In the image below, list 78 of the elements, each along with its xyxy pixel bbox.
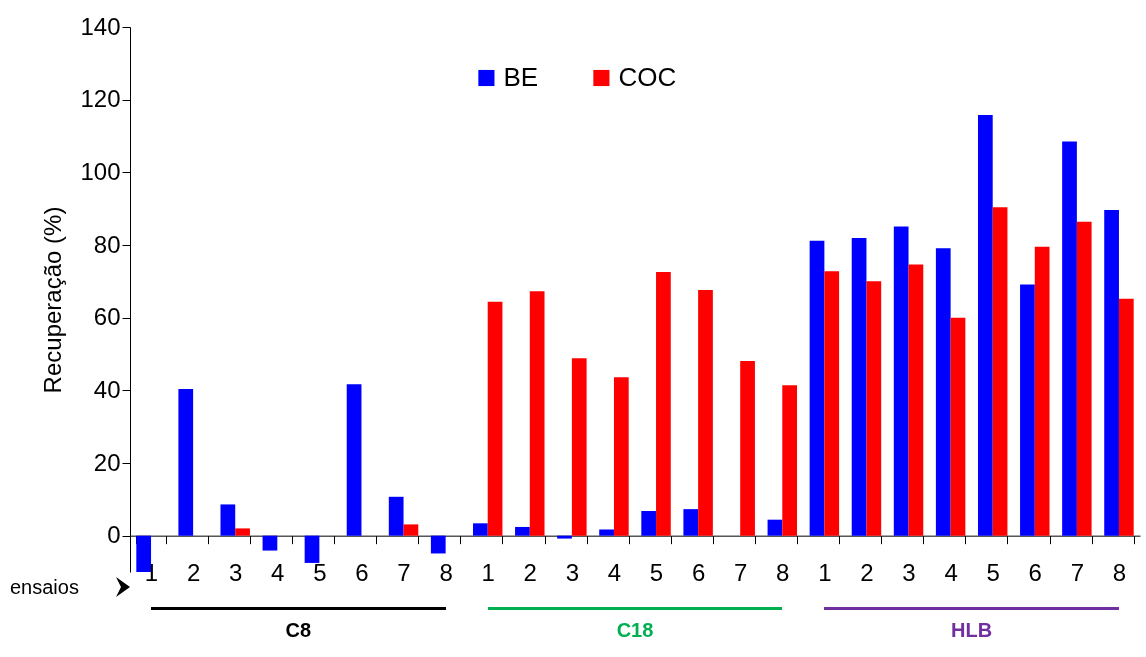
bar <box>698 290 713 536</box>
legend-label: COC <box>618 62 677 92</box>
y-axis-title: Recuperação (%) <box>39 206 67 394</box>
x-tick-label: 1 <box>818 559 832 587</box>
bar <box>809 240 825 536</box>
bar <box>782 385 798 536</box>
x-tick-label: 7 <box>1070 559 1085 587</box>
text: HLB <box>950 618 994 642</box>
bar <box>1062 141 1077 536</box>
x-tick-label: 1 <box>481 559 495 587</box>
bar <box>1104 210 1119 536</box>
bar <box>641 510 657 536</box>
bar <box>346 384 362 536</box>
y-tick-label: 120 <box>80 85 121 113</box>
x-tick-label: 8 <box>776 559 790 587</box>
x-tick-label: 4 <box>944 559 958 587</box>
y-tick-label: 100 <box>80 157 121 185</box>
legend-label: BE <box>503 62 539 92</box>
bar <box>571 358 587 536</box>
bar <box>220 504 236 536</box>
x-tick-label: 7 <box>734 559 748 587</box>
bar <box>767 519 783 536</box>
bar <box>304 535 320 563</box>
text: C8 <box>284 618 313 642</box>
x-tick-label: 8 <box>1112 559 1127 587</box>
bar <box>893 226 909 536</box>
bar <box>683 509 699 536</box>
bar <box>866 281 882 536</box>
bar <box>1118 298 1134 536</box>
x-tick-label: 5 <box>649 559 664 587</box>
bar <box>1076 221 1092 536</box>
bar <box>529 291 545 536</box>
y-tick-label: 140 <box>80 12 121 40</box>
bar <box>740 360 755 536</box>
y-tick-label: 80 <box>93 230 121 258</box>
bar <box>613 377 629 536</box>
bar <box>515 526 530 536</box>
text: C18 <box>615 618 655 642</box>
bar <box>178 388 194 536</box>
x-tick-label: 6 <box>1028 559 1042 587</box>
x-tick-label: 5 <box>986 559 1000 587</box>
x-tick-label: 2 <box>860 559 874 587</box>
bar <box>472 523 488 536</box>
bar <box>487 301 503 536</box>
bar <box>656 271 671 536</box>
y-tick-label: 0 <box>107 521 121 549</box>
x-tick-label: 3 <box>565 559 580 587</box>
y-tick-label: 20 <box>93 448 121 476</box>
bar <box>403 524 419 536</box>
x-tick-label: 6 <box>355 559 369 587</box>
x-tick-label: 2 <box>523 559 537 587</box>
bar <box>992 207 1008 536</box>
x-tick-label: 2 <box>186 559 201 587</box>
x-tick-label: 6 <box>691 559 706 587</box>
x-tick-label: 3 <box>902 559 916 587</box>
bar <box>1020 284 1035 536</box>
x-tick-label: 7 <box>397 559 411 587</box>
text: ensaios <box>10 575 79 599</box>
bar <box>1034 246 1050 536</box>
y-tick-label: 60 <box>93 303 121 331</box>
x-tick-label: 4 <box>607 559 622 587</box>
x-tick-label: 5 <box>313 559 327 587</box>
bar <box>935 248 951 536</box>
x-tick-label: 8 <box>439 559 453 587</box>
bar <box>599 529 614 536</box>
bar <box>851 238 867 536</box>
bar <box>557 535 572 539</box>
y-tick-label: 40 <box>93 375 121 403</box>
bar <box>235 528 250 536</box>
bar <box>977 114 993 536</box>
bar <box>950 317 966 536</box>
bar <box>388 496 404 536</box>
x-tick-label: 4 <box>271 559 285 587</box>
x-tick-label: 3 <box>229 559 243 587</box>
bar <box>430 535 446 554</box>
bar <box>262 535 278 551</box>
bar <box>824 271 840 536</box>
bar <box>908 264 924 536</box>
